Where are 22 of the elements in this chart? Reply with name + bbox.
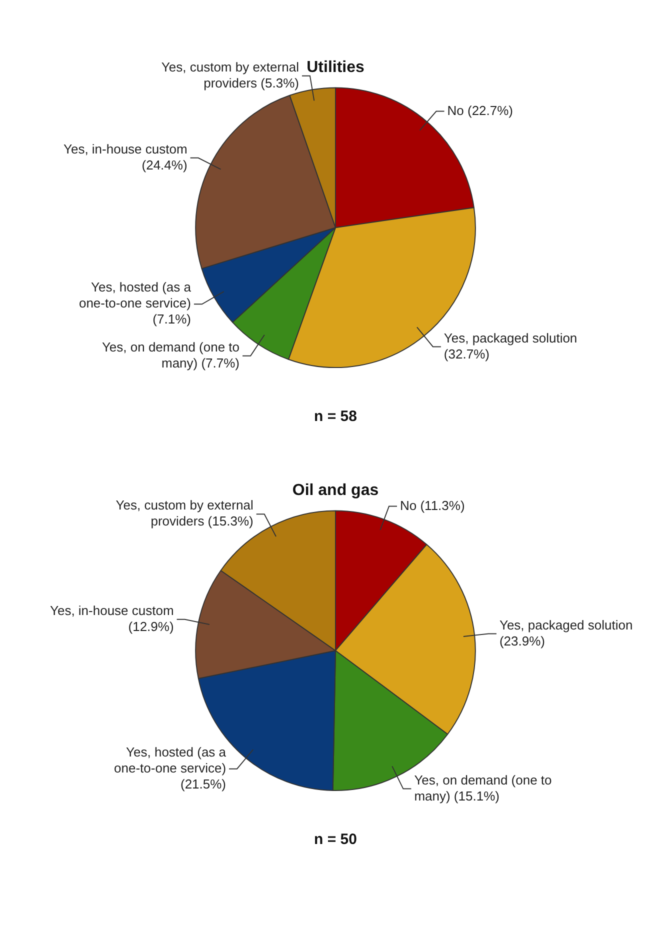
data-label: (7.1%)	[152, 312, 191, 327]
slice-label: Yes, on demand (one to many) (15.1%)	[414, 772, 552, 804]
slice-label: Yes, hosted (as a one-to-one service)	[78, 280, 192, 311]
slice-label: Yes, in-house custom	[63, 141, 188, 156]
slice-label: Yes, custom by external providers (5.3%)	[161, 59, 300, 90]
text: n = 50	[313, 831, 358, 848]
data-label: (21.5%)	[180, 776, 226, 792]
slice-label: No (11.3%)	[400, 498, 465, 513]
chart-title: Utilities	[306, 59, 364, 76]
slice-label: No (22.7%)	[447, 102, 514, 118]
text: n = 58	[313, 408, 358, 425]
data-label: (23.9%)	[499, 633, 545, 648]
data-label: (12.9%)	[128, 618, 174, 634]
data-label: (32.7%)	[444, 346, 490, 362]
slice-label: Yes, in-house custom	[50, 602, 174, 618]
slice-label: Yes, on demand (one to many) (7.7%)	[102, 339, 240, 370]
slice-label: Yes, custom by external providers (15.3%)	[116, 498, 254, 529]
slice-label: Yes, packaged solution	[444, 330, 578, 346]
slice-label: Yes, packaged solution	[499, 617, 633, 632]
slice-label: Yes, hosted (as a one-to-one service)	[114, 744, 227, 776]
chart-title: Oil and gas	[292, 482, 379, 500]
data-label: (24.4%)	[142, 157, 188, 172]
